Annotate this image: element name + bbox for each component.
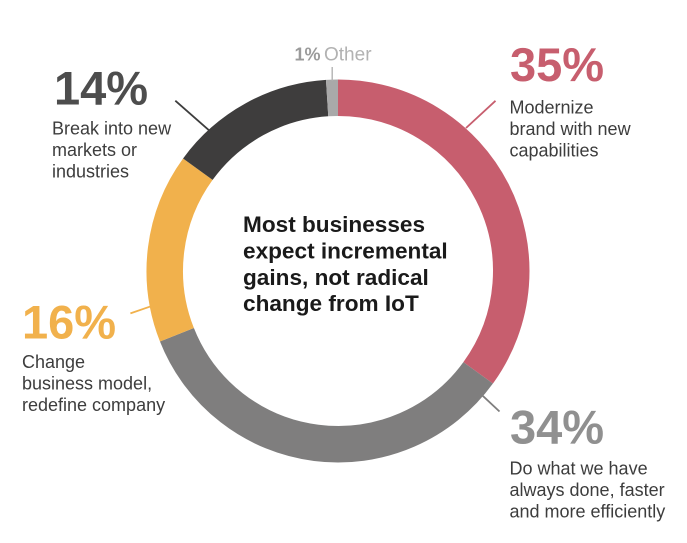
svg-text:and more efficiently: and more efficiently bbox=[510, 502, 666, 522]
svg-text:Break into new: Break into new bbox=[52, 119, 172, 139]
svg-text:always done, faster: always done, faster bbox=[510, 480, 665, 500]
svg-text:gains, not radical: gains, not radical bbox=[243, 265, 429, 290]
svg-text:brand with new: brand with new bbox=[510, 119, 632, 139]
svg-text:Change: Change bbox=[22, 352, 85, 372]
svg-text:1%: 1% bbox=[295, 45, 321, 65]
svg-text:markets or: markets or bbox=[52, 140, 137, 160]
svg-text:industries: industries bbox=[52, 162, 129, 182]
svg-text:34%: 34% bbox=[510, 401, 604, 454]
svg-text:redefine company: redefine company bbox=[22, 395, 165, 415]
svg-text:expect incremental: expect incremental bbox=[243, 239, 448, 264]
svg-text:16%: 16% bbox=[22, 296, 116, 349]
svg-text:Modernize: Modernize bbox=[510, 98, 594, 118]
svg-text:Do what we have: Do what we have bbox=[510, 458, 648, 478]
svg-text:Other: Other bbox=[324, 45, 372, 66]
svg-text:business model,: business model, bbox=[22, 373, 152, 393]
svg-text:35%: 35% bbox=[510, 38, 604, 91]
svg-text:14%: 14% bbox=[54, 62, 148, 115]
svg-text:Most businesses: Most businesses bbox=[243, 212, 425, 237]
svg-text:capabilities: capabilities bbox=[510, 141, 599, 161]
svg-text:change from IoT: change from IoT bbox=[243, 291, 419, 316]
